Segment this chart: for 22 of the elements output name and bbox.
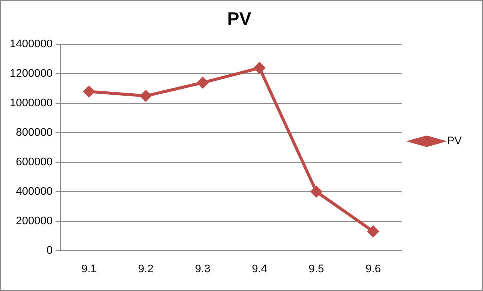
y-tick-label: 1200000: [10, 68, 53, 80]
point: [368, 226, 379, 238]
legend-label: PV: [447, 136, 463, 148]
chart-title: PV: [227, 8, 252, 29]
y-tick-label: 200000: [16, 215, 53, 228]
point: [197, 77, 208, 88]
y-tick-label: 800000: [16, 127, 53, 140]
x-tick-label: 9.3: [195, 263, 211, 276]
x-tick-label: 9.6: [366, 263, 382, 276]
x-tick-label: 9.1: [82, 263, 97, 276]
point: [84, 86, 95, 98]
y-tick-label: 0: [46, 244, 53, 257]
x-tick-label: 9.5: [308, 263, 324, 276]
y-tick-label: 600000: [16, 156, 53, 168]
point: [311, 186, 322, 198]
x-tick-label: 9.2: [138, 263, 154, 276]
y-tick-label: 1000000: [10, 98, 53, 110]
point: [254, 62, 266, 74]
y-tick-label: 1400000: [10, 38, 53, 51]
point: [140, 90, 152, 102]
x-tick-label: 9.4: [252, 263, 268, 276]
y-tick-label: 400000: [16, 186, 53, 198]
